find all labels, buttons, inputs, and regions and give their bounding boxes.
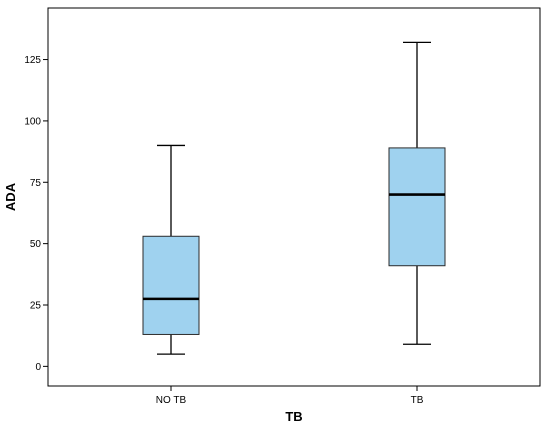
iqr-box: [142, 235, 200, 335]
y-tick-label: 125: [24, 55, 41, 66]
x-tick-label: NO TB: [156, 395, 187, 406]
box-group: [388, 41, 446, 345]
y-tick-label: 50: [30, 239, 42, 250]
y-axis-title: ADA: [3, 182, 18, 211]
y-tick-label: 75: [30, 178, 42, 189]
y-tick-label: 0: [35, 362, 41, 373]
box-group: [142, 144, 200, 355]
y-axis: 0 25 50 75 100 125: [24, 55, 48, 373]
x-tick-label: TB: [411, 395, 424, 406]
x-axis-title: TB: [285, 409, 302, 424]
y-tick-label: 100: [24, 116, 41, 127]
y-tick-label: 25: [30, 301, 42, 312]
boxes-layer: [142, 41, 446, 355]
iqr-box: [388, 147, 446, 267]
plot-frame: [47, 7, 541, 387]
x-axis: NO TB TB: [156, 386, 424, 406]
